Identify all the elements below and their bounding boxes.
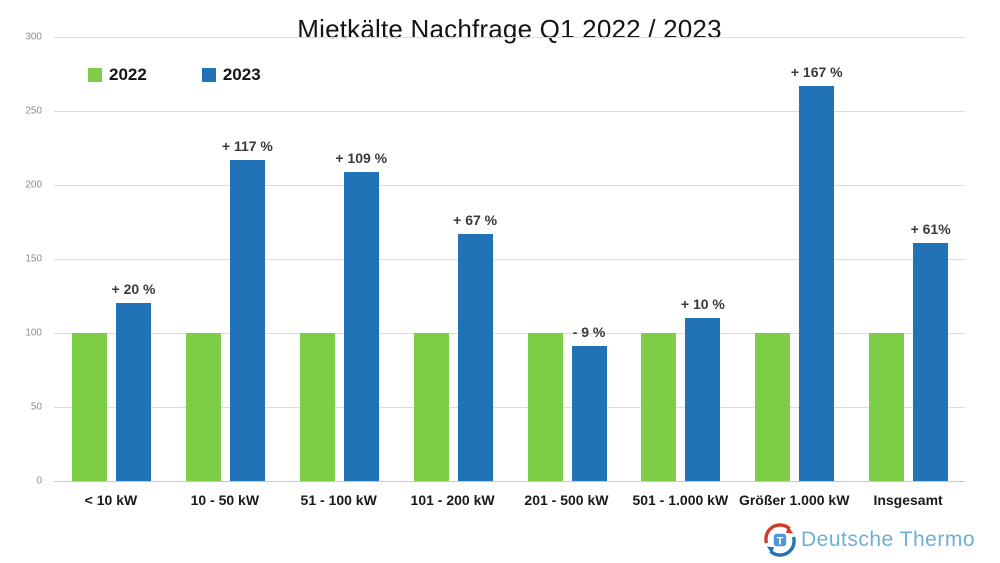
y-tick-150: 150 [25,253,42,265]
legend-label-2022: 2022 [109,65,147,84]
logo-letter: T [777,536,784,548]
pct-label-7: + 167 % [790,63,843,80]
bar-2022-1[interactable] [72,333,107,481]
x-tick-7: Größer 1.000 kW [738,492,850,508]
bar-2022-4[interactable] [413,333,449,481]
bar-group-4: + 67 % 101 - 200 kW [396,37,510,508]
legend-swatch-2023 [201,68,216,82]
pct-label-1: + 20 % [111,281,156,298]
pct-label-6: + 10 % [680,296,725,313]
bar-2022-3[interactable] [299,333,335,481]
legend-swatch-2022 [88,68,102,82]
pct-label-2: + 117 % [221,137,273,154]
gridline-150 [54,258,965,260]
y-tick-200: 200 [25,179,42,191]
legend-item-2022[interactable]: 2022 [88,65,147,85]
pct-label-4: + 67 % [453,211,498,228]
bar-2023-3[interactable] [343,171,379,481]
bar-2022-7[interactable] [755,333,791,481]
y-axis: 0 50 100 150 200 250 300 [0,32,48,487]
logo-text: Deutsche Thermo [800,528,975,551]
bar-group-5: - 9 % 201 - 500 kW [510,37,624,508]
bar-group-7: + 167 % Größer 1.000 kW [737,37,851,508]
gridline-300 [54,36,965,38]
pct-label-8: + 61% [910,220,951,237]
bar-2023-2[interactable] [229,159,265,481]
gridline-200 [54,184,965,186]
gridline-250 [54,110,965,112]
x-tick-8: Insgesamt [873,492,943,508]
y-tick-100: 100 [25,327,42,339]
bar-group-1: + 20 % < 10 kW [54,37,168,508]
pct-label-5: - 9 % [572,324,606,341]
bar-group-3: + 109 % 51 - 100 kW [282,37,396,508]
bar-2022-2[interactable] [185,333,221,481]
y-tick-0: 0 [36,475,42,487]
legend-label-2023: 2023 [222,65,261,84]
chart-title: Mietkälte Nachfrage Q1 2022 / 2023 [297,14,722,44]
legend-item-2023[interactable]: 2023 [201,65,261,85]
gridline-0 [54,480,965,482]
x-tick-6: 501 - 1.000 kW [632,492,729,508]
bar-2023-4[interactable] [457,233,493,481]
pct-label-3: + 109 % [335,149,388,166]
x-tick-1: < 10 kW [84,492,138,508]
brand-logo: T Deutsche Thermo [762,522,975,558]
x-tick-3: 51 - 100 kW [300,492,377,508]
bar-2023-7[interactable] [799,85,835,481]
bar-group-6: + 10 % 501 - 1.000 kW [623,37,737,508]
bar-2022-8[interactable] [869,333,905,481]
bar-2022-6[interactable] [641,333,677,481]
logo-icon: T [762,522,798,558]
bar-2023-1[interactable] [116,303,151,481]
x-tick-5: 201 - 500 kW [524,492,609,508]
x-tick-4: 101 - 200 kW [410,492,495,508]
bar-group-2: + 117 % 10 - 50 kW [168,37,282,508]
bar-2023-6[interactable] [685,318,721,481]
y-tick-250: 250 [25,105,42,117]
y-tick-50: 50 [30,401,42,413]
plot-area: + 20 % < 10 kW + 117 % 10 - 50 kW + 109 % 51 … [54,36,965,508]
gridline-100 [54,332,965,334]
x-tick-2: 10 - 50 kW [190,492,260,508]
bar-group-8: + 61% Insgesamt [851,37,965,508]
bar-2023-5[interactable] [571,346,607,481]
gridline-50 [54,406,965,408]
bar-2023-8[interactable] [913,242,949,481]
bar-2022-5[interactable] [527,333,563,481]
y-tick-300: 300 [25,31,42,43]
legend: 2022 2023 [88,65,261,85]
